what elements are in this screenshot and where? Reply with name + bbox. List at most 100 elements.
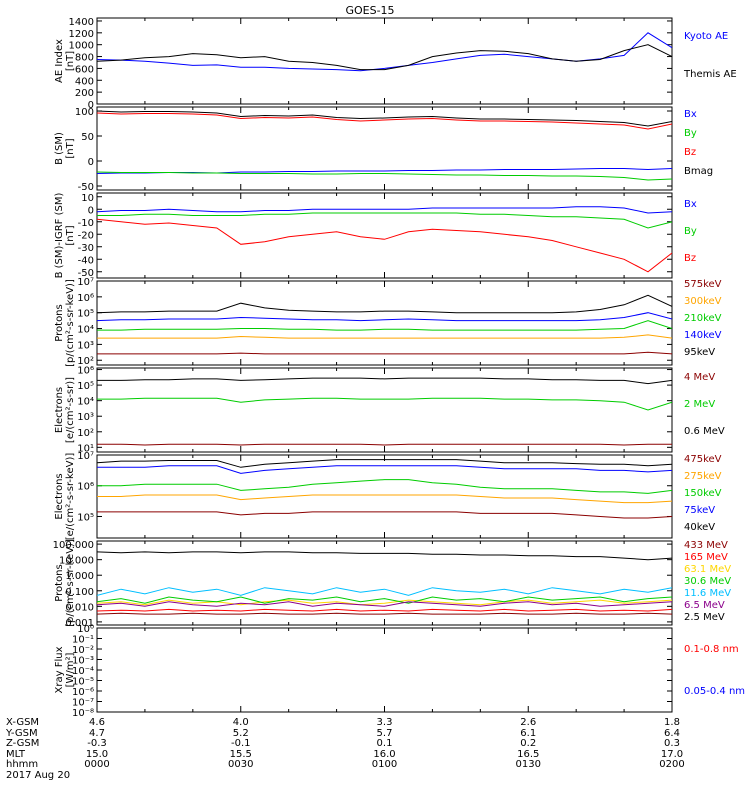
series-line-bz bbox=[97, 218, 672, 273]
series-line-95kev bbox=[97, 294, 672, 314]
y-tick-label: -20 bbox=[78, 230, 94, 241]
series-line-575kev bbox=[97, 351, 672, 355]
y-axis-label-line: [nT] bbox=[65, 138, 76, 158]
legend-entry-bx: Bx bbox=[684, 109, 697, 120]
series-line-165-mev bbox=[97, 608, 672, 612]
series-line-11-6-mev bbox=[97, 587, 672, 596]
series-line-themis-ae bbox=[97, 44, 672, 71]
panel-frame bbox=[96, 367, 673, 453]
y-axis-label-line: [nT] bbox=[65, 225, 76, 245]
x-axis-value: 5.7 bbox=[377, 728, 393, 739]
series-line-4-mev bbox=[97, 443, 672, 446]
panel-frame bbox=[96, 280, 673, 366]
y-tick-label: 10.000 bbox=[59, 556, 94, 567]
legend-entry-2-5-mev: 2.5 MeV bbox=[684, 612, 725, 623]
y-tick-label: 10⁷ bbox=[77, 451, 94, 462]
y-tick-label: 1400 bbox=[69, 17, 94, 28]
y-tick-label: 1200 bbox=[69, 29, 94, 40]
y-tick-label: -50 bbox=[78, 268, 94, 279]
y-tick-label: 10⁻⁷ bbox=[72, 698, 94, 709]
x-axis-value: 6.4 bbox=[664, 728, 680, 739]
x-axis-value: 6.1 bbox=[520, 728, 536, 739]
y-axis-label: Electrons[e/(cm²-s-sr-keV)] bbox=[54, 453, 76, 541]
y-tick-label: 10² bbox=[77, 356, 94, 367]
series-line-bmag bbox=[97, 110, 672, 127]
legend-entry-95kev: 95keV bbox=[684, 347, 715, 358]
y-tick-label: 50 bbox=[81, 132, 94, 143]
series-line-40kev bbox=[97, 459, 672, 468]
series-line-6-5-mev bbox=[97, 601, 672, 607]
legend-entry-themis-ae: Themis AE bbox=[683, 69, 737, 80]
x-axis-value: -0.1 bbox=[231, 738, 251, 749]
y-axis-label-line: [p/(cm²-s-sr-keV)] bbox=[65, 279, 76, 367]
series-line-0-6-mev bbox=[97, 377, 672, 385]
y-tick-label: 10⁻² bbox=[72, 645, 94, 656]
legend-entry-210kev: 210keV bbox=[684, 313, 722, 324]
series-line-475kev bbox=[97, 511, 672, 519]
legend-entry-kyoto-ae: Kyoto AE bbox=[684, 31, 728, 42]
legend-entry-433-mev: 433 MeV bbox=[684, 540, 728, 551]
x-axis-value: 3.3 bbox=[377, 717, 393, 728]
y-axis-label: B (SM)-IGRF (SM)[nT] bbox=[54, 193, 76, 279]
y-tick-label: 10⁰ bbox=[77, 624, 94, 635]
panel-8: 10⁻⁸10⁻⁷10⁻⁶10⁻⁵10⁻⁴10⁻³10⁻²10⁻¹10⁰Xray … bbox=[54, 624, 745, 719]
y-tick-label: 10³ bbox=[77, 412, 94, 423]
y-axis-label-line: [e/(cm²-s-sr)] bbox=[65, 377, 76, 443]
y-tick-label: 10³ bbox=[77, 340, 94, 351]
legend-entry-150kev: 150keV bbox=[684, 488, 722, 499]
x-axis-value: 5.2 bbox=[233, 728, 249, 739]
legend-entry-bx: Bx bbox=[684, 199, 697, 210]
y-tick-label: 10⁻⁴ bbox=[72, 666, 94, 677]
panel-frame bbox=[96, 106, 673, 191]
x-axis-value: 0030 bbox=[228, 759, 253, 770]
y-tick-label: 10⁷ bbox=[77, 277, 94, 288]
series-line-300kev bbox=[97, 334, 672, 339]
x-axis-value: 1.8 bbox=[664, 717, 680, 728]
x-axis-value: 16.5 bbox=[517, 749, 539, 760]
x-axis-value: 4.0 bbox=[233, 717, 249, 728]
y-tick-label: 100 bbox=[75, 107, 94, 118]
panel-5: 10¹10²10³10⁴10⁵10⁶Electrons[e/(cm²-s-sr)… bbox=[54, 366, 725, 455]
series-line-2-5-mev bbox=[97, 551, 672, 561]
x-axis-value: -0.3 bbox=[87, 738, 107, 749]
y-tick-label: 0 bbox=[88, 205, 94, 216]
y-axis-label: B (SM)[nT] bbox=[54, 132, 76, 165]
legend-entry-by: By bbox=[684, 226, 697, 237]
y-tick-label: 10⁻¹ bbox=[72, 635, 94, 646]
series-line-2-mev bbox=[97, 397, 672, 411]
x-axis-value: 4.7 bbox=[89, 728, 105, 739]
y-axis-label-line: [nT] bbox=[65, 51, 76, 71]
y-tick-label: 0 bbox=[88, 100, 94, 111]
series-line-275kev bbox=[97, 494, 672, 504]
series-line-210kev bbox=[97, 320, 672, 331]
y-tick-label: 10⁻⁶ bbox=[72, 687, 94, 698]
y-tick-label: 10⁶ bbox=[77, 293, 94, 304]
series-line-140kev bbox=[97, 312, 672, 322]
x-axis-row-label: Z-GSM bbox=[6, 738, 39, 749]
y-tick-label: 1000 bbox=[69, 41, 94, 52]
series-line-bx bbox=[97, 206, 672, 214]
legend-entry-6-5-mev: 6.5 MeV bbox=[684, 600, 725, 611]
y-tick-label: -30 bbox=[78, 243, 94, 254]
legend-entry-bz: Bz bbox=[684, 253, 696, 264]
x-axis-value: 0.1 bbox=[377, 738, 393, 749]
y-tick-label: 200 bbox=[75, 88, 94, 99]
series-line-63-1-mev bbox=[97, 599, 672, 606]
y-axis-label-line: B (SM) bbox=[54, 132, 65, 165]
legend-entry-2-mev: 2 MeV bbox=[684, 399, 715, 410]
legend-entry-4-mev: 4 MeV bbox=[684, 372, 715, 383]
y-tick-label: 10⁵ bbox=[77, 381, 94, 392]
x-axis-row-label: Y-GSM bbox=[5, 728, 38, 739]
x-axis-value: 0100 bbox=[372, 759, 397, 770]
y-axis-label: Electrons[e/(cm²-s-sr)] bbox=[54, 377, 76, 443]
series-line-75kev bbox=[97, 465, 672, 474]
plot-date: 2017 Aug 20 bbox=[6, 770, 70, 781]
y-tick-label: 600 bbox=[75, 64, 94, 75]
legend-entry-by: By bbox=[684, 128, 697, 139]
legend-entry-75kev: 75keV bbox=[684, 505, 715, 516]
legend-entry-165-mev: 165 MeV bbox=[684, 552, 728, 563]
y-axis-label-line: Electrons bbox=[54, 387, 65, 433]
x-axis-value: 0000 bbox=[84, 759, 109, 770]
